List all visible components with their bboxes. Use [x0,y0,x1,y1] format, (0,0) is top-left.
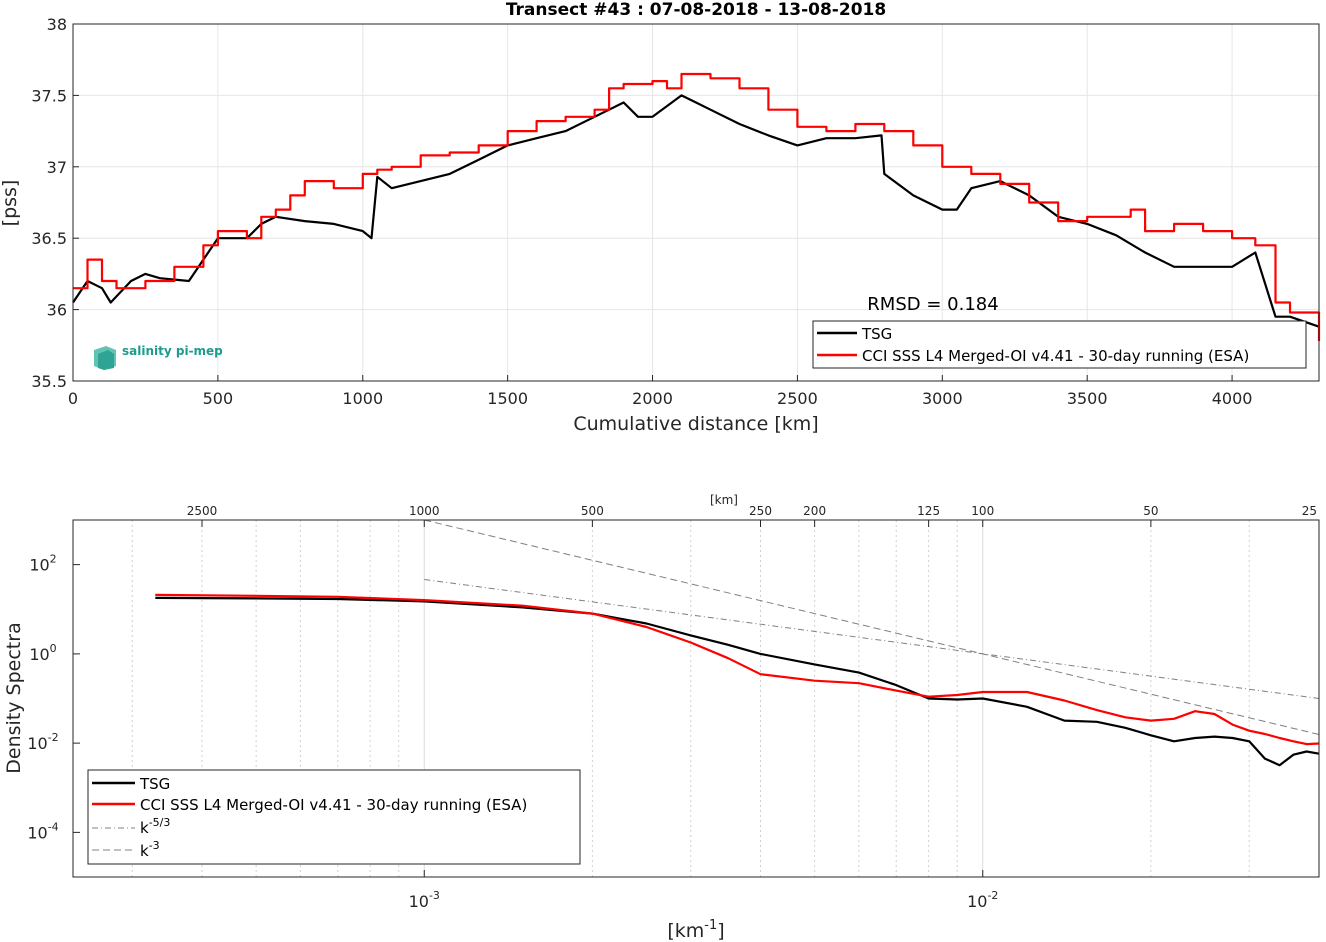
bottom-axes-box [72,519,1320,878]
tick-base: 10 [967,892,987,911]
top-axis-tick-label: 50 [1143,504,1158,518]
top-series-lines [72,72,1321,341]
top-legend-box [812,320,1307,369]
logo-text: salinity pi-mep [122,344,223,358]
top-axis-tick-label: 2500 [187,504,218,518]
rmsd-annotation: RMSD = 0.184 [867,294,998,315]
top-y-tick-label: 36.5 [31,229,67,248]
top-legend-label-cci: CCI SSS L4 Merged-OI v4.41 - 30-day runn… [862,347,1249,365]
k-3-reference-line [424,519,1320,735]
bottom-legend-box [87,769,581,865]
top-axis-tick-label: 200 [803,504,826,518]
salinity-pimep-logo: salinity pi-mep [94,344,223,370]
top-axis-tick-label: 250 [749,504,772,518]
top-x-tick-label: 4000 [1212,389,1253,408]
top-x-tick-label: 1500 [487,389,528,408]
bottom-x-axis-label-tail: ] [717,920,724,942]
bottom-y-tick-label: 102 [29,553,56,575]
k-5-3-reference-line [424,579,1320,699]
bottom-y-tick-label: 10-2 [27,731,58,753]
bottom-legend-label-tsg: TSG [139,775,170,793]
bottom-y-axis-label: Density Spectra [3,622,25,773]
top-axis-tick-label: 1000 [409,504,440,518]
top-axis-tick-label: 500 [581,504,604,518]
bottom-x-axis-label-sup: -1 [704,918,717,933]
bottom-legend-label-cci: CCI SSS L4 Merged-OI v4.41 - 30-day runn… [140,796,527,814]
legend-k3-sup: -3 [149,839,160,852]
top-axis-tick-label: 125 [917,504,940,518]
top-legend: TSG CCI SSS L4 Merged-OI v4.41 - 30-day … [812,320,1307,369]
top-y-tick-label: 37.5 [31,86,67,105]
top-x-axis-label: Cumulative distance [km] [573,413,818,435]
top-y-tick-label: 35.5 [31,372,67,391]
tick-base: 10 [29,645,49,664]
top-axes-box [72,23,1320,382]
transect-chart: 0 500 1000 1500 2000 2500 3000 3500 4000 35.5 36 36… [0,0,1321,435]
bottom-x-axis-label: [km-1] [667,918,724,942]
tick-base: 10 [27,734,47,753]
tick-exponent: -3 [429,889,440,902]
bottom-legend-label-k53: k-5/3 [140,816,170,837]
tick-exponent: -2 [987,889,998,902]
bottom-series-lines [155,519,1320,767]
tick-exponent: -2 [48,731,59,744]
top-y-tick-label: 38 [47,15,67,34]
top-axis-tick-label: 100 [971,504,994,518]
top-x-tick-label: 3500 [1067,389,1108,408]
legend-k3-base: k [140,842,149,860]
bottom-x-tick-label: 10-2 [967,889,998,911]
top-legend-label-tsg: TSG [861,325,892,343]
bottom-y-tick-label: 100 [29,642,56,664]
top-x-tick-label: 3000 [922,389,963,408]
top-axis-tick-label: 25 [1302,504,1317,518]
top-x-tick-label: 0 [68,389,78,408]
tick-base: 10 [409,892,429,911]
top-x-tick-label: 2500 [777,389,818,408]
cci-spectrum-line [155,593,1320,746]
bottom-legend-label-k3: k-3 [140,839,160,860]
legend-k53-base: k [140,819,149,837]
tick-exponent: 2 [50,553,57,566]
top-axis-unit-label: [km] [710,493,738,507]
top-x-tick-label: 500 [203,389,234,408]
top-chart-title: Transect #43 : 07-08-2018 - 13-08-2018 [506,0,886,20]
tsg-spectrum-line [155,596,1320,767]
top-x-tick-label: 2000 [632,389,673,408]
top-y-tick-label: 37 [47,158,67,177]
top-tick-labels: 0 500 1000 1500 2000 2500 3000 3500 4000 35.5 36 36… [31,15,1252,408]
legend-k53-sup: -5/3 [149,816,171,829]
tick-exponent: 0 [50,642,57,655]
bottom-y-tick-label: 10-4 [27,820,58,842]
top-x-tick-label: 1000 [342,389,383,408]
logo-cube-shade [98,350,114,370]
tsg-line [72,94,1320,328]
cci-line [73,72,1321,341]
tick-base: 10 [29,556,49,575]
bottom-legend: TSG CCI SSS L4 Merged-OI v4.41 - 30-day … [87,769,581,865]
top-y-axis-label: [pss] [0,180,21,227]
tick-exponent: -4 [48,820,59,833]
top-y-tick-label: 36 [47,301,67,320]
bottom-x-tick-label: 10-3 [409,889,440,911]
bottom-x-axis-label-base: [km [667,920,704,942]
tick-base: 10 [27,823,47,842]
